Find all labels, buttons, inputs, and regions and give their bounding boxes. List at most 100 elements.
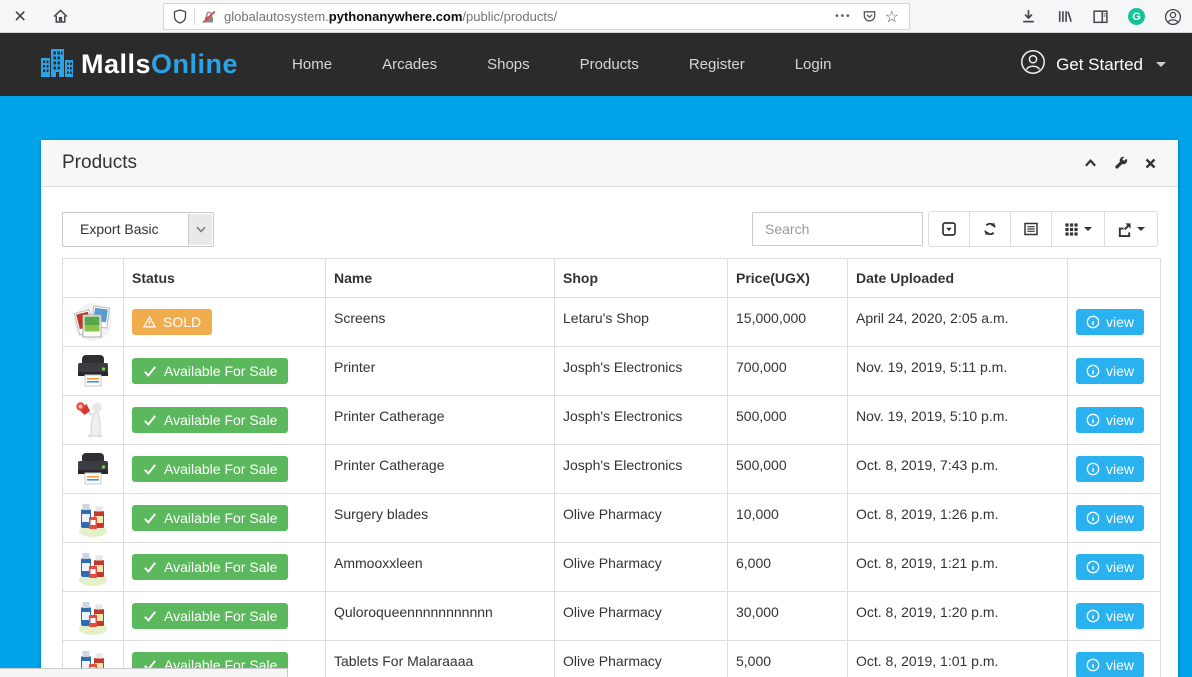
browser-chrome: × globalautosystem. pythonanywhere.com/pu…	[0, 0, 1192, 33]
status-tooltip	[0, 668, 288, 677]
thumbnail-announcer-icon	[76, 402, 102, 438]
info-icon	[1086, 658, 1100, 672]
home-icon[interactable]	[52, 8, 69, 25]
bookmark-star-icon[interactable]: ☆	[884, 8, 899, 26]
product-shop: Josph's Electronics	[554, 395, 728, 445]
search-input[interactable]	[752, 212, 923, 246]
thumbnail-printer-icon	[78, 453, 108, 485]
insecure-lock-icon[interactable]	[202, 10, 216, 24]
info-icon	[1086, 511, 1100, 525]
url-bar[interactable]: globalautosystem. pythonanywhere.com/publ…	[163, 3, 910, 30]
status-badge: SOLD	[132, 309, 213, 335]
thumbnail-printer-icon	[72, 448, 114, 490]
close-panel-icon[interactable]	[1145, 158, 1156, 169]
view-button[interactable]: view	[1076, 407, 1145, 433]
caret-down-icon	[1084, 227, 1092, 231]
tracking-shield-icon[interactable]	[173, 9, 187, 24]
product-date: Nov. 19, 2019, 5:10 p.m.	[847, 395, 1068, 445]
table-row: Available For Sale Printer Catherage Jos…	[62, 444, 1161, 494]
chevron-down-icon	[1156, 62, 1166, 67]
nav-item-arcades[interactable]: Arcades	[382, 56, 438, 73]
view-button[interactable]: view	[1076, 358, 1145, 384]
product-price: 700,000	[727, 346, 848, 396]
brand-logo[interactable]: MallsOnline	[40, 47, 238, 82]
product-shop: Olive Pharmacy	[554, 493, 728, 543]
table-row: Available For Sale Printer Josph's Elect…	[62, 346, 1161, 396]
check-icon	[144, 415, 156, 426]
brand-title: MallsOnline	[81, 49, 239, 79]
sidebar-icon[interactable]	[1092, 8, 1109, 25]
page-background: Products Export Basic	[0, 96, 1192, 677]
pagination-toggle-button[interactable]	[928, 211, 970, 247]
status-badge: Available For Sale	[132, 505, 289, 531]
url-domain: pythonanywhere.com	[328, 9, 463, 24]
products-panel: Products Export Basic	[41, 140, 1178, 677]
product-name: Tablets For Malaraaaa	[325, 640, 555, 677]
export-button[interactable]	[1104, 211, 1158, 247]
info-icon	[1086, 609, 1100, 623]
header-name: Name	[325, 258, 555, 298]
table-row: Available For Sale Ammooxxleen Olive Pha…	[62, 542, 1161, 592]
thumbnail-medicine-icon	[72, 546, 114, 588]
product-shop: Josph's Electronics	[554, 444, 728, 494]
product-price: 6,000	[727, 542, 848, 592]
thumbnail-medicine-icon	[72, 595, 114, 637]
wrench-icon[interactable]	[1114, 156, 1128, 170]
refresh-icon	[984, 222, 996, 236]
product-name: Printer Catherage	[325, 395, 555, 445]
user-icon	[1020, 49, 1046, 80]
thumbnail-screens-icon	[72, 301, 114, 343]
export-select[interactable]: Export Basic	[62, 211, 214, 247]
product-name: Quloroqueennnnnnnnnnn	[325, 591, 555, 641]
product-price: 10,000	[727, 493, 848, 543]
get-started-menu[interactable]: Get Started	[1020, 49, 1166, 80]
url-prefix: globalautosystem.	[224, 9, 329, 24]
product-shop: Josph's Electronics	[554, 346, 728, 396]
product-date: Oct. 8, 2019, 1:26 p.m.	[847, 493, 1068, 543]
get-started-label: Get Started	[1056, 54, 1143, 74]
table-header-row: Status Name Shop Price(UGX) Date Uploade…	[62, 258, 1161, 298]
thumbnail-printer-icon	[78, 355, 108, 387]
main-navbar: MallsOnline Home Arcades Shops Products …	[0, 33, 1192, 96]
buildings-icon	[40, 47, 74, 82]
columns-button[interactable]	[1051, 211, 1105, 247]
product-date: Oct. 8, 2019, 1:01 p.m.	[847, 640, 1068, 677]
page-actions-icon[interactable]: •••	[835, 11, 852, 22]
export-select-value: Export Basic	[80, 221, 159, 237]
collapse-icon[interactable]	[1084, 158, 1097, 168]
nav-item-shops[interactable]: Shops	[487, 56, 530, 73]
page-title: Products	[62, 152, 137, 173]
view-button[interactable]: view	[1076, 456, 1145, 482]
nav-item-home[interactable]: Home	[292, 56, 333, 73]
view-button[interactable]: view	[1076, 652, 1145, 677]
view-button[interactable]: view	[1076, 554, 1145, 580]
thumbnail-medicine-icon	[79, 504, 107, 537]
grammarly-icon[interactable]: G	[1128, 8, 1145, 25]
status-badge: Available For Sale	[132, 456, 289, 482]
nav-item-login[interactable]: Login	[794, 56, 832, 73]
product-name: Screens	[325, 297, 555, 347]
library-icon[interactable]	[1056, 8, 1073, 25]
product-shop: Olive Pharmacy	[554, 542, 728, 592]
toggle-view-button[interactable]	[1010, 211, 1052, 247]
account-icon[interactable]	[1164, 8, 1182, 26]
product-shop: Olive Pharmacy	[554, 591, 728, 641]
view-button[interactable]: view	[1076, 505, 1145, 531]
download-icon[interactable]	[1020, 8, 1037, 25]
nav-item-register[interactable]: Register	[688, 56, 745, 73]
nav-item-products[interactable]: Products	[579, 56, 639, 73]
check-icon	[144, 464, 156, 475]
product-name: Ammooxxleen	[325, 542, 555, 592]
info-icon	[1086, 413, 1100, 427]
close-icon[interactable]: ×	[14, 5, 27, 28]
caret-square-icon	[942, 222, 956, 236]
refresh-button[interactable]	[969, 211, 1011, 247]
header-status: Status	[123, 258, 326, 298]
product-name: Surgery blades	[325, 493, 555, 543]
table-row: Available For Sale Quloroqueennnnnnnnnnn…	[62, 591, 1161, 641]
product-price: 5,000	[727, 640, 848, 677]
view-button[interactable]: view	[1076, 309, 1145, 335]
view-button[interactable]: view	[1076, 603, 1145, 629]
pocket-icon[interactable]	[862, 9, 877, 24]
thumbnail-medicine-icon	[79, 602, 107, 635]
